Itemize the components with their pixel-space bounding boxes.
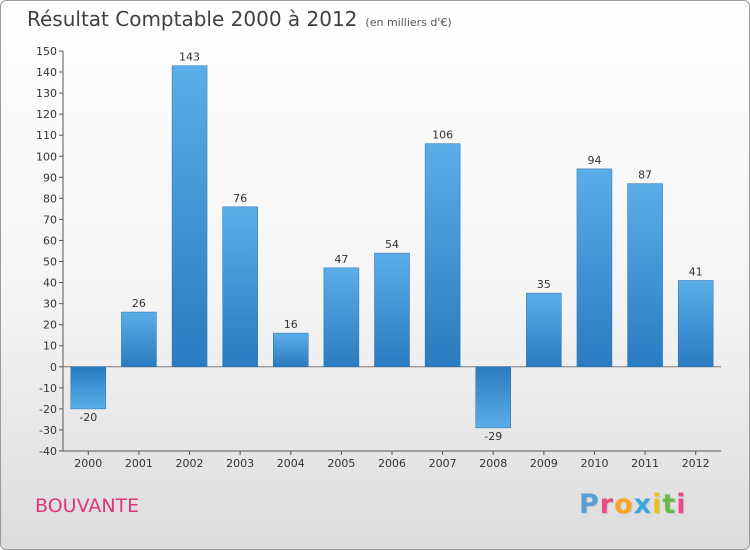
y-tick-label: 0	[50, 361, 57, 374]
y-tick-label: 100	[36, 150, 57, 163]
x-tick-label: 2010	[580, 457, 608, 470]
bars	[70, 65, 714, 429]
y-tick-label: 30	[43, 298, 57, 311]
bar-2004	[273, 332, 309, 368]
x-tick-label: 2012	[682, 457, 710, 470]
y-tick-label: 110	[36, 129, 57, 142]
bar-2008	[475, 366, 511, 429]
y-tick-label: 40	[43, 277, 57, 290]
x-tick-label: 2000	[74, 457, 102, 470]
y-tick-label: 80	[43, 192, 57, 205]
x-tick-label: 2003	[226, 457, 254, 470]
logo-letter: P	[579, 489, 600, 520]
chart-subtitle: (en milliers d'€)	[365, 16, 452, 29]
logo-letter: r	[599, 489, 615, 520]
x-tick-label: 2008	[479, 457, 507, 470]
value-label-2002: 143	[179, 51, 200, 64]
y-tick-label: 130	[36, 87, 57, 100]
y-tick-label: 140	[36, 66, 57, 79]
x-tick-label: 2001	[125, 457, 153, 470]
y-tick-label: -10	[39, 382, 57, 395]
value-label-2011: 87	[638, 169, 652, 182]
bar-2007	[424, 143, 461, 368]
bar-2010	[576, 168, 613, 368]
y-tick-label: 10	[43, 340, 57, 353]
y-tick-label: 50	[43, 256, 57, 269]
bar-2009	[526, 292, 562, 368]
x-tick-label: 2005	[327, 457, 355, 470]
logo-letter: i	[652, 489, 663, 520]
x-tick-label: 2006	[378, 457, 406, 470]
y-tick-label: 70	[43, 213, 57, 226]
value-label-2006: 54	[385, 238, 399, 251]
logo-letter: x	[633, 489, 653, 520]
chart-title-text: Résultat Comptable 2000 à 2012	[27, 7, 358, 31]
x-tick-label: 2004	[277, 457, 305, 470]
bar-2005	[323, 267, 360, 368]
y-tick-label: 90	[43, 171, 57, 184]
x-tick-label: 2009	[530, 457, 558, 470]
logo-letter: i	[676, 489, 687, 520]
y-tick-label: 20	[43, 319, 57, 332]
value-label-2005: 47	[334, 253, 348, 266]
x-tick-label: 2002	[176, 457, 204, 470]
bar-2006	[374, 252, 410, 368]
place-name: BOUVANTE	[35, 495, 140, 517]
y-tick-label: 120	[36, 108, 57, 121]
value-label-2010: 94	[587, 154, 601, 167]
y-tick-label: -20	[39, 403, 57, 416]
y-tick-label: -30	[39, 424, 57, 437]
value-label-2003: 76	[233, 192, 247, 205]
y-tick-label: 60	[43, 234, 57, 247]
bar-2000	[70, 366, 107, 410]
value-label-2007: 106	[432, 129, 453, 142]
value-label-2009: 35	[537, 278, 551, 291]
bar-2012	[677, 280, 714, 368]
bar-2002	[171, 65, 208, 368]
x-tick-label: 2007	[429, 457, 457, 470]
value-label-2000: -20	[79, 411, 97, 424]
y-tick-label: 150	[36, 45, 57, 58]
chart-title: Résultat Comptable 2000 à 2012 (en millie…	[27, 7, 452, 31]
logo-letter: t	[662, 489, 677, 520]
value-labels: -20 26 143 76 16 47 54 106 -29 35 94 87 41	[79, 51, 702, 443]
bar-2003	[222, 206, 258, 368]
y-tick-label: -40	[39, 445, 57, 458]
bar-2001	[121, 311, 157, 368]
proxiti-logo: Proxiti	[579, 489, 687, 520]
value-label-2008: -29	[484, 430, 502, 443]
value-label-2004: 16	[284, 318, 298, 331]
logo-letter: o	[614, 489, 634, 520]
bar-2011	[627, 183, 663, 368]
axes: -40 -30 -20 -10 0 10 20 30 40 50 60 70 80 90 100 110 120…	[36, 45, 721, 470]
value-label-2012: 41	[689, 265, 703, 278]
value-label-2001: 26	[132, 297, 146, 310]
x-tick-label: 2011	[631, 457, 659, 470]
